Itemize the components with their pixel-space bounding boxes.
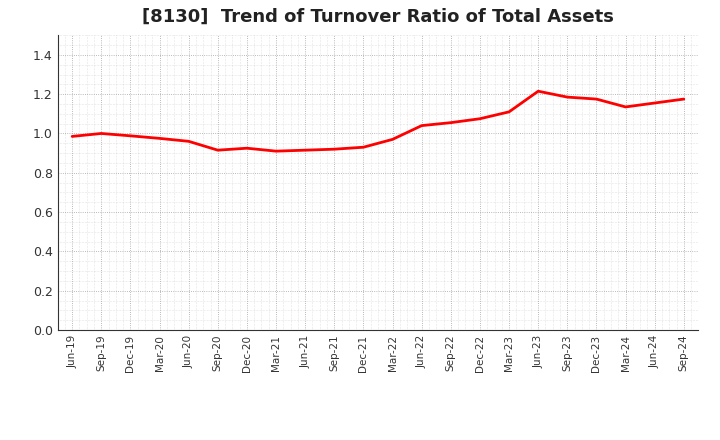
Title: [8130]  Trend of Turnover Ratio of Total Assets: [8130] Trend of Turnover Ratio of Total … [142,7,614,26]
